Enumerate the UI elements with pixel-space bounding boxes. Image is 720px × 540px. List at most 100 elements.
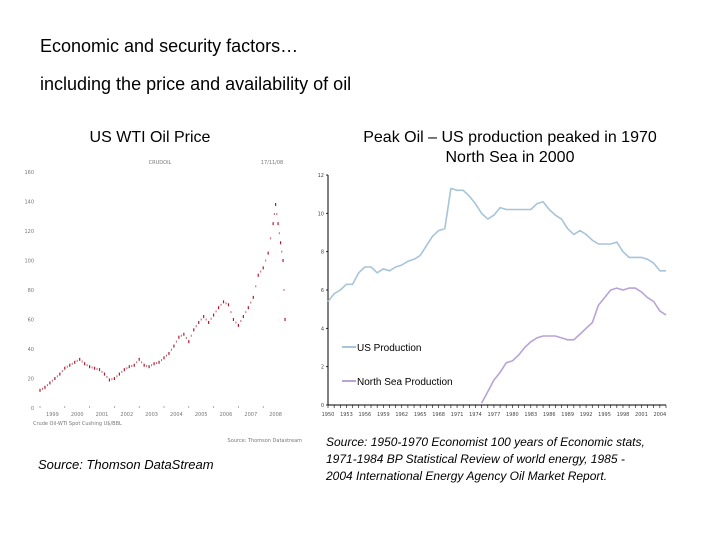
left-panel-title: US WTI Oil Price	[89, 129, 211, 146]
production-x-tick-label: 2001	[635, 412, 648, 418]
oil-price-point-interp	[86, 364, 88, 367]
oil-price-point	[93, 366, 96, 370]
production-x-tick-label: 1968	[432, 412, 445, 418]
oil-price-point	[158, 360, 160, 364]
oil-x-tick-label: 2001	[96, 412, 109, 418]
oil-price-point-interp	[165, 354, 167, 357]
right-panel-title-line2: North Sea in 2000	[445, 149, 575, 166]
oil-price-point	[64, 366, 66, 370]
oil-x-tick-label: 2003	[145, 412, 158, 418]
right-panel-title: Peak Oil – US production peaked in 1970 …	[320, 128, 700, 168]
oil-price-point	[128, 365, 130, 369]
oil-y-tick-label: 140	[24, 200, 34, 206]
oil-price-point	[118, 372, 120, 376]
oil-price-point	[277, 222, 279, 226]
production-y-tick-label: 6	[321, 288, 324, 294]
oil-price-point	[272, 222, 274, 226]
right-source-line1: Source: 1950-1970 Economist 100 years of…	[326, 435, 645, 449]
oil-price-point	[108, 378, 111, 382]
oil-x-tick-label: 2000	[71, 412, 84, 418]
oil-x-tick-label: 2005	[195, 412, 208, 418]
oil-price-point	[222, 300, 225, 304]
oil-price-point	[237, 323, 239, 327]
production-y-tick-label: 2	[321, 365, 324, 371]
oil-price-point-interp	[136, 361, 138, 364]
production-legend: US Production North Sea Production	[342, 343, 453, 388]
oil-price-point	[113, 377, 115, 380]
oil-price-point-interp	[101, 370, 103, 373]
oil-price-point-interp	[106, 376, 108, 379]
oil-price-point	[74, 360, 76, 364]
oil-price-point-interp	[161, 359, 163, 362]
production-x-tick-label: 1962	[395, 412, 408, 418]
oil-price-point-interp	[51, 379, 53, 382]
oil-price-point	[275, 202, 277, 206]
oil-price-point-interp	[276, 213, 278, 216]
oil-price-point	[217, 306, 220, 310]
oil-price-point-interp	[281, 250, 283, 253]
production-x-tick-label: 1971	[451, 412, 464, 418]
right-source-line3: 2004 International Energy Agency Oil Mar…	[326, 469, 608, 483]
production-y-tick-label: 4	[321, 326, 324, 332]
oil-price-point-interp	[220, 303, 222, 306]
oil-chart-series-footer: Crude Oil-WTI Spot Cushing U$/BBL	[33, 421, 122, 427]
oil-production-chart: 0 2 4 6 8 10 12 1950 1953 1956 1959 1962 1965 1968 19…	[318, 173, 667, 418]
production-x-tick-label: 1965	[414, 412, 427, 418]
oil-price-point-interp	[265, 259, 267, 262]
production-x-tick-label: 1998	[617, 412, 630, 418]
oil-price-point	[148, 365, 150, 369]
oil-price-point-interp	[278, 232, 280, 235]
oil-price-point	[69, 363, 71, 367]
oil-price-point-interp	[250, 301, 252, 304]
oil-price-point-interp	[141, 361, 143, 364]
oil-chart-source-footer: Source: Thomson Datastream	[228, 438, 303, 444]
oil-price-point-interp	[146, 364, 148, 367]
oil-price-point	[284, 318, 286, 321]
oil-price-point-interp	[245, 311, 247, 314]
oil-price-point-interp	[121, 370, 123, 373]
oil-y-tick-label: 60	[28, 318, 34, 324]
oil-price-point-interp	[131, 364, 133, 367]
oil-price-point-interp	[190, 334, 192, 337]
production-y-tick-label: 8	[321, 250, 324, 256]
oil-y-tick-label: 80	[28, 288, 34, 294]
oil-price-point-interp	[151, 364, 153, 367]
oil-price-point	[138, 357, 140, 361]
oil-price-point	[247, 306, 249, 310]
oil-price-point	[242, 315, 244, 319]
oil-price-point	[163, 356, 165, 360]
oil-price-point	[198, 320, 200, 324]
oil-price-point-interp	[56, 375, 58, 378]
oil-price-point-interp	[71, 362, 73, 365]
oil-price-chart: CRUDOIL 17/11/08 0 20 40 60 80 100 120 140 160 1…	[24, 160, 302, 444]
oil-price-point	[103, 372, 106, 376]
oil-price-point	[213, 313, 215, 317]
oil-price-point-interp	[255, 285, 257, 288]
oil-y-tick-label: 160	[24, 170, 34, 176]
oil-price-point-interp	[283, 289, 285, 291]
slide-heading-line1: Economic and security factors…	[40, 36, 299, 56]
oil-price-point	[44, 385, 46, 389]
oil-x-tick-label: 2006	[220, 412, 233, 418]
oil-price-point	[153, 362, 155, 366]
oil-price-point-interp	[111, 378, 113, 381]
production-y-tick-label: 10	[318, 211, 324, 217]
oil-price-point-interp	[61, 370, 63, 373]
oil-price-point	[262, 266, 264, 270]
production-x-tick-label: 1959	[377, 412, 390, 418]
oil-price-point-interp	[81, 360, 83, 363]
oil-price-point-interp	[200, 318, 202, 321]
slide-heading-line2: including the price and availability of …	[40, 74, 352, 94]
legend-label-us: US Production	[357, 343, 421, 354]
oil-price-point	[84, 362, 86, 366]
oil-price-point-interp	[126, 367, 128, 370]
oil-price-point	[188, 340, 190, 344]
left-panel-source: Source: Thomson DataStream	[38, 457, 214, 472]
oil-price-point-interp	[185, 336, 187, 339]
oil-price-point-interp	[41, 387, 43, 390]
oil-y-tick-label: 40	[28, 347, 34, 353]
oil-price-point	[89, 365, 91, 369]
oil-price-point-interp	[180, 334, 182, 337]
oil-price-point-interp	[46, 384, 48, 387]
